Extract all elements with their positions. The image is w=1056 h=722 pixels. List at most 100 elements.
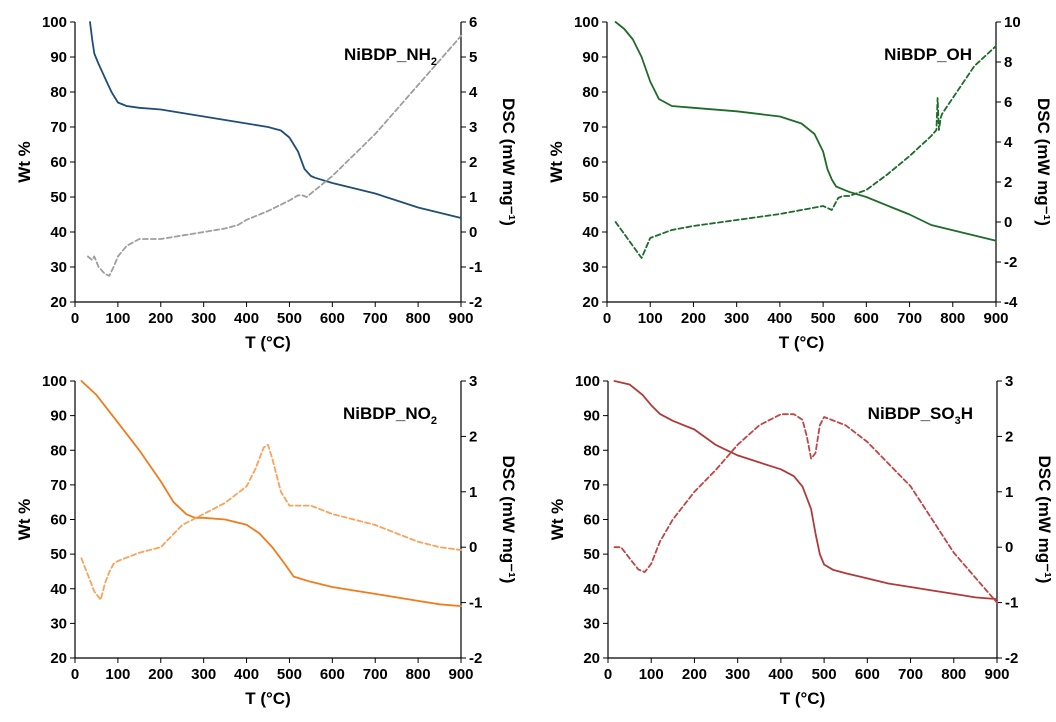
- x-tick-label: 300: [724, 310, 749, 327]
- dsc-series-line: [613, 413, 998, 604]
- y-tick-label: 30: [582, 259, 599, 276]
- y-tick-label: 90: [582, 49, 599, 66]
- x-tick-label: 800: [941, 666, 966, 683]
- x-tick-label: 900: [448, 666, 473, 683]
- y-axis-label: Wt %: [547, 141, 566, 183]
- y-tick-label: 60: [583, 512, 600, 529]
- x-tick-label: 800: [406, 310, 431, 327]
- y-tick-label: 50: [50, 189, 67, 206]
- y2-tick-label: -1: [1005, 595, 1018, 612]
- y-tick-label: 40: [583, 581, 600, 598]
- y-tick-label: 80: [582, 84, 599, 101]
- x-tick-label: 700: [898, 666, 923, 683]
- y2-tick-label: 3: [1005, 373, 1013, 390]
- y-tick-label: 20: [583, 650, 600, 667]
- x-tick-label: 100: [639, 666, 664, 683]
- x-axis-label: T (°C): [245, 333, 291, 352]
- x-tick-label: 400: [768, 666, 793, 683]
- y-tick-label: 100: [575, 373, 600, 390]
- x-tick-label: 800: [940, 310, 965, 327]
- x-tick-label: 500: [277, 310, 302, 327]
- y-tick-label: 100: [42, 373, 67, 390]
- y-tick-label: 50: [50, 546, 67, 563]
- x-tick-label: 500: [277, 666, 302, 683]
- dsc-series-line: [80, 443, 462, 601]
- x-tick-label: 800: [406, 666, 431, 683]
- y-tick-label: 70: [583, 477, 600, 494]
- y-tick-label: 50: [583, 546, 600, 563]
- y-tick-label: 90: [50, 408, 67, 425]
- y-tick-label: 100: [574, 14, 599, 31]
- x-tick-label: 500: [811, 310, 836, 327]
- y-tick-label: 30: [50, 615, 67, 632]
- x-tick-label: 200: [681, 310, 706, 327]
- y-tick-label: 80: [583, 442, 600, 459]
- x-tick-label: 700: [363, 310, 388, 327]
- y-tick-label: 40: [50, 581, 67, 598]
- y-tick-label: 30: [50, 259, 67, 276]
- x-tick-label: 700: [363, 666, 388, 683]
- y2-axis-label: DSC (mW mg⁻¹): [1034, 98, 1053, 226]
- x-tick-label: 300: [191, 666, 216, 683]
- y-tick-label: 60: [50, 512, 67, 529]
- y-tick-label: 90: [50, 49, 67, 66]
- y-tick-label: 80: [50, 84, 67, 101]
- x-tick-label: 900: [448, 310, 473, 327]
- y2-tick-label: 0: [1004, 214, 1012, 231]
- y2-tick-label: -2: [469, 294, 482, 311]
- y-tick-label: 30: [583, 615, 600, 632]
- dsc-series-line: [614, 45, 997, 259]
- y2-tick-label: -4: [1004, 294, 1018, 311]
- x-tick-label: 200: [148, 666, 173, 683]
- chart-panel-1: 0 100 200 300 400 500 600 700 800 900203040506070…: [15, 14, 518, 352]
- panel-title: NiBDP_SO3H: [868, 404, 973, 427]
- y2-tick-label: 1: [469, 484, 477, 501]
- x-tick-label: 300: [191, 310, 216, 327]
- chart-panel-4: 0 100 200 300 400 500 600 700 800 900203040506070…: [548, 373, 1054, 708]
- y2-tick-label: 2: [469, 428, 477, 445]
- y-tick-label: 60: [50, 154, 67, 171]
- y2-tick-label: 0: [469, 224, 477, 241]
- y-tick-label: 90: [583, 408, 600, 425]
- y2-tick-label: 1: [1005, 484, 1013, 501]
- x-axis-label: T (°C): [245, 689, 291, 708]
- x-axis-label: T (°C): [779, 333, 825, 352]
- y2-tick-label: 3: [469, 373, 477, 390]
- x-tick-label: 900: [984, 666, 1009, 683]
- y2-tick-label: 6: [1004, 94, 1012, 111]
- y-tick-label: 40: [582, 224, 599, 241]
- y2-tick-label: 10: [1004, 14, 1021, 31]
- y2-tick-label: -2: [469, 650, 482, 667]
- chart-panel-2: 0 100 200 300 400 500 600 700 800 900203040506070…: [547, 14, 1053, 352]
- y2-axis-label: DSC (mW mg⁻¹): [499, 98, 518, 226]
- y2-tick-label: -1: [469, 259, 482, 276]
- y-axis-label: Wt %: [15, 141, 34, 183]
- x-tick-label: 0: [71, 666, 79, 683]
- y-tick-label: 20: [50, 650, 67, 667]
- y-axis-label: Wt %: [15, 499, 34, 541]
- wt-series-line: [89, 21, 462, 219]
- y-tick-label: 50: [582, 189, 599, 206]
- y-tick-label: 40: [50, 224, 67, 241]
- y-tick-label: 70: [50, 119, 67, 136]
- x-tick-label: 0: [71, 310, 79, 327]
- x-tick-label: 200: [148, 310, 173, 327]
- y2-tick-label: 3: [469, 119, 477, 136]
- x-tick-label: 400: [234, 310, 259, 327]
- y2-tick-label: 5: [469, 49, 477, 66]
- y-tick-label: 70: [50, 477, 67, 494]
- x-tick-label: 400: [767, 310, 792, 327]
- x-tick-label: 0: [604, 666, 612, 683]
- y2-axis-label: DSC (mW mg⁻¹): [499, 456, 518, 584]
- x-tick-label: 900: [983, 310, 1008, 327]
- wt-series-line: [614, 21, 997, 242]
- panel-title: NiBDP_NO2: [343, 404, 437, 427]
- y2-tick-label: -2: [1004, 254, 1017, 271]
- y2-tick-label: -1: [469, 595, 482, 612]
- y2-tick-label: 4: [469, 84, 478, 101]
- x-tick-label: 600: [320, 666, 345, 683]
- x-tick-label: 400: [234, 666, 259, 683]
- y2-tick-label: 0: [1005, 539, 1013, 556]
- y2-tick-label: 2: [469, 154, 477, 171]
